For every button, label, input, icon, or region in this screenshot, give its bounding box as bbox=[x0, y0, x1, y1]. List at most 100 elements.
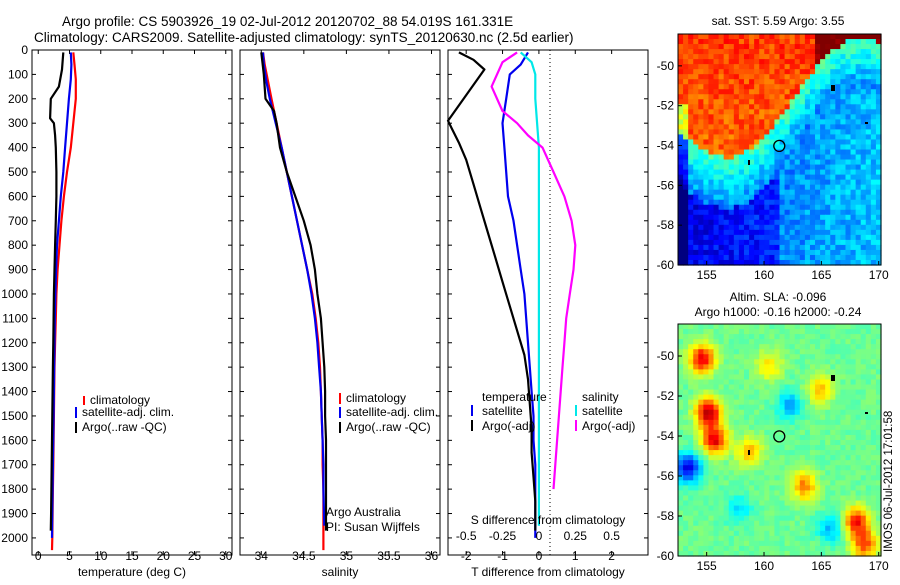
heatmap-cell bbox=[845, 94, 852, 100]
heatmap-cell bbox=[815, 109, 821, 115]
heatmap-cell bbox=[723, 234, 730, 241]
heatmap-cell bbox=[743, 234, 750, 241]
heatmap-cell bbox=[754, 189, 760, 196]
heatmap-cell bbox=[733, 500, 740, 507]
heatmap-cell bbox=[678, 374, 684, 381]
heatmap-cell bbox=[804, 414, 811, 421]
heatmap-cell bbox=[865, 79, 872, 85]
heatmap-cell bbox=[718, 455, 725, 461]
heatmap-cell bbox=[713, 419, 720, 426]
heatmap-cell bbox=[825, 199, 831, 206]
heatmap-cell bbox=[678, 339, 684, 345]
heatmap-cell bbox=[678, 234, 684, 241]
heatmap-cell bbox=[855, 134, 862, 141]
heatmap-cell bbox=[764, 515, 770, 522]
heatmap-cell bbox=[749, 149, 755, 156]
heatmap-cell bbox=[708, 399, 715, 406]
heatmap-cell bbox=[799, 334, 806, 340]
heatmap-cell bbox=[779, 194, 786, 201]
heatmap-cell bbox=[860, 424, 867, 431]
heatmap-cell bbox=[870, 44, 877, 50]
heatmap-cell bbox=[789, 495, 796, 502]
heatmap-cell bbox=[835, 219, 841, 226]
heatmap-cell bbox=[789, 249, 796, 256]
heatmap-cell bbox=[769, 455, 776, 461]
heatmap-cell bbox=[825, 79, 831, 85]
heatmap-cell bbox=[865, 480, 872, 486]
heatmap-cell bbox=[794, 354, 801, 360]
heatmap-cell bbox=[865, 510, 872, 517]
heatmap-cell bbox=[840, 324, 847, 330]
heatmap-cell bbox=[764, 429, 770, 436]
heatmap-cell bbox=[688, 445, 694, 451]
heatmap-cell bbox=[713, 104, 720, 110]
heatmap-cell bbox=[825, 104, 831, 110]
heatmap-cell bbox=[850, 394, 857, 401]
heatmap-cell bbox=[815, 54, 821, 60]
heatmap-cell bbox=[875, 329, 882, 335]
heatmap-cell bbox=[708, 234, 715, 241]
heatmap-cell bbox=[703, 324, 710, 330]
heatmap-cell bbox=[769, 490, 776, 497]
heatmap-cell bbox=[799, 465, 806, 471]
heatmap-cell bbox=[688, 530, 694, 537]
heatmap-cell bbox=[835, 79, 841, 85]
heatmap-cell bbox=[825, 229, 831, 236]
heatmap-cell bbox=[703, 49, 710, 55]
heatmap-cell bbox=[693, 259, 699, 266]
heatmap-cell bbox=[693, 249, 699, 256]
heatmap-cell bbox=[804, 429, 811, 436]
heatmap-cell bbox=[779, 49, 786, 55]
heatmap-cell bbox=[769, 379, 776, 386]
heatmap-cell bbox=[749, 129, 755, 136]
heatmap-cell bbox=[683, 39, 689, 45]
heatmap-cell bbox=[835, 189, 841, 196]
heatmap-cell bbox=[860, 224, 867, 231]
heatmap-cell bbox=[743, 515, 750, 522]
heatmap-cell bbox=[708, 364, 715, 370]
heatmap-cell bbox=[845, 54, 852, 60]
heatmap-cell bbox=[749, 450, 755, 456]
heatmap-cell bbox=[743, 460, 750, 466]
heatmap-cell bbox=[799, 254, 806, 261]
heatmap-cell bbox=[825, 414, 831, 421]
heatmap-cell bbox=[693, 89, 699, 95]
heatmap-cell bbox=[743, 545, 750, 552]
heatmap-cell bbox=[754, 404, 760, 411]
heatmap-cell bbox=[815, 434, 821, 441]
heatmap-cell bbox=[738, 475, 745, 481]
heatmap-cell bbox=[678, 399, 684, 406]
heatmap-cell bbox=[754, 505, 760, 512]
heatmap-cell bbox=[860, 485, 867, 492]
heatmap-cell bbox=[799, 54, 806, 60]
heatmap-cell bbox=[723, 114, 730, 120]
heatmap-cell bbox=[703, 164, 710, 171]
heatmap-cell bbox=[683, 124, 689, 131]
heatmap-cell bbox=[718, 414, 725, 421]
heatmap-cell bbox=[799, 364, 806, 370]
heatmap-cell bbox=[870, 79, 877, 85]
heatmap-cell bbox=[723, 515, 730, 522]
heatmap-cell bbox=[769, 515, 776, 522]
heatmap-cell bbox=[749, 419, 755, 426]
heatmap-cell bbox=[779, 475, 786, 481]
heatmap-cell bbox=[743, 189, 750, 196]
heatmap-cell bbox=[809, 485, 816, 492]
heatmap-cell bbox=[809, 229, 816, 236]
heatmap-cell bbox=[698, 184, 704, 191]
heatmap-cell bbox=[713, 124, 720, 131]
heatmap-cell bbox=[799, 445, 806, 451]
heatmap-cell bbox=[738, 54, 745, 60]
heatmap-cell bbox=[764, 495, 770, 502]
heatmap-cell bbox=[784, 480, 791, 486]
heatmap-cell bbox=[718, 384, 725, 391]
heatmap-cell bbox=[703, 495, 710, 502]
heatmap-cell bbox=[809, 189, 816, 196]
heatmap-cell bbox=[804, 164, 811, 171]
heatmap-cell bbox=[774, 440, 781, 446]
heatmap-cell bbox=[723, 520, 730, 527]
heatmap-cell bbox=[820, 379, 826, 386]
heatmap-cell bbox=[708, 69, 715, 75]
heatmap-cell bbox=[865, 204, 872, 211]
heatmap-cell bbox=[713, 394, 720, 401]
